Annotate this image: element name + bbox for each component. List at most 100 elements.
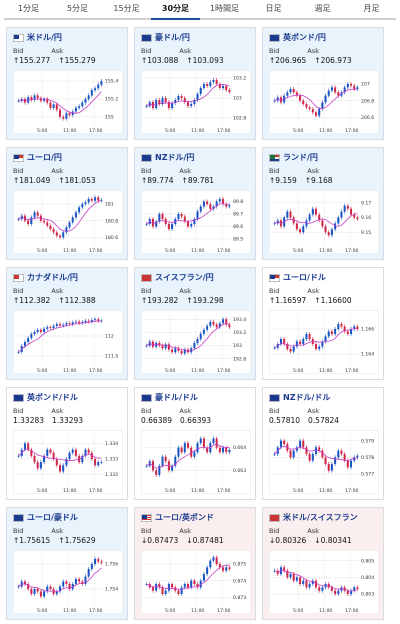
candle-body bbox=[39, 98, 42, 101]
mini-chart[interactable]: 181 180.8 180.6 5:00 11:00 17:00 bbox=[13, 190, 123, 254]
rate-card[interactable]: 豪ドル/円 Bid Ask ↑103.088 ↑103.093 103.2 103 102.8… bbox=[134, 27, 256, 140]
rate-card[interactable]: 英ポンド/ドル Bid Ask 1.33283 1.33293 1.334 1.333 1.3… bbox=[6, 387, 128, 500]
candle-body bbox=[84, 99, 87, 103]
mini-chart[interactable]: 0.664 0.663 5:00 11:00 17:00 bbox=[141, 430, 251, 494]
mini-chart[interactable]: 89.8 89.7 89.6 89.5 5:00 11:00 17:00 bbox=[141, 190, 251, 254]
x-tick-label: 11:00 bbox=[191, 488, 204, 494]
ask-label: Ask bbox=[307, 47, 320, 55]
candle-body bbox=[302, 226, 305, 233]
rate-card[interactable]: ユーロ/円 Bid Ask ↑181.049 ↑181.053 181 180.8 180.6… bbox=[6, 147, 128, 260]
candle-body bbox=[23, 342, 26, 346]
x-tick-label: 11:00 bbox=[191, 608, 204, 614]
x-tick-label: 17:00 bbox=[345, 248, 358, 254]
candle-body bbox=[97, 319, 100, 321]
candle-body bbox=[68, 323, 71, 324]
candle-body bbox=[273, 454, 276, 455]
rate-card[interactable]: ユーロ/英ポンド Bid Ask ↓0.87473 ↓0.87481 0.875 0.874… bbox=[134, 507, 256, 620]
rate-card[interactable]: NZドル/円 Bid Ask ↑89.774 ↑89.781 89.8 89.7 89.6 89… bbox=[134, 147, 256, 260]
pair-name[interactable]: ユーロ/ドル bbox=[283, 273, 326, 282]
candle-body bbox=[158, 214, 161, 222]
mini-chart[interactable]: 155.4 155.2 155 5:00 11:00 17:00 bbox=[13, 70, 123, 134]
pair-name[interactable]: ユーロ/円 bbox=[27, 153, 62, 162]
rate-card[interactable]: カナダドル/円 Bid Ask ↑112.382 ↑112.388 112 111.5 5:0… bbox=[6, 267, 128, 380]
candle-body bbox=[180, 350, 183, 354]
mini-chart[interactable]: 1.166 1.164 5:00 11:00 17:00 bbox=[269, 310, 379, 374]
pair-name[interactable]: NZドル/円 bbox=[155, 153, 195, 162]
rate-card[interactable]: スイスフラン/円 Bid Ask ↑193.282 ↑193.298 193.4 193.2… bbox=[134, 267, 256, 380]
pair-name[interactable]: 米ドル/円 bbox=[27, 33, 62, 42]
mini-chart[interactable]: 1.756 1.754 5:00 11:00 17:00 bbox=[13, 550, 123, 614]
tab-4[interactable]: 1時間足 bbox=[209, 4, 240, 13]
pair-name[interactable]: NZドル/ドル bbox=[283, 393, 331, 402]
chart-svg: 103.2 103 102.8 5:00 11:00 17:00 bbox=[141, 70, 251, 134]
tab-5[interactable]: 日足 bbox=[265, 4, 282, 13]
rate-card[interactable]: 米ドル/円 Bid Ask ↑155.277 ↑155.279 155.4 155.2 155… bbox=[6, 27, 128, 140]
flag-icon bbox=[269, 513, 280, 522]
mini-chart[interactable]: 193.4 193.2 193 192.8 5:00 11:00 17:00 bbox=[141, 310, 251, 374]
mini-chart[interactable]: 207 206.8 206.6 5:00 11:00 17:00 bbox=[269, 70, 379, 134]
rate-card[interactable]: ランド/円 Bid Ask ↑9.159 ↑9.168 9.17 9.16 9.15 5:00 1… bbox=[262, 147, 384, 260]
tab-1[interactable]: 5分足 bbox=[66, 4, 89, 13]
mini-chart[interactable]: 112 111.5 5:00 11:00 17:00 bbox=[13, 310, 123, 374]
candle-body bbox=[199, 333, 202, 339]
tab-0[interactable]: 1分足 bbox=[17, 4, 40, 13]
pair-name[interactable]: 豪ドル/ドル bbox=[155, 393, 198, 402]
pair-name[interactable]: 米ドル/スイスフラン bbox=[283, 513, 358, 522]
rate-card[interactable]: 米ドル/スイスフラン Bid Ask ↓0.80326 ↓0.80341 0.805 0.8… bbox=[262, 507, 384, 620]
tab-6[interactable]: 週足 bbox=[314, 4, 331, 13]
candle-body bbox=[202, 84, 205, 88]
candle-body bbox=[330, 87, 333, 91]
mini-chart[interactable]: 0.579 0.578 0.577 5:00 11:00 17:00 bbox=[269, 430, 379, 494]
rate-card[interactable]: 豪ドル/ドル Bid Ask 0.66389 0.66393 0.664 0.663 5:00… bbox=[134, 387, 256, 500]
rate-card[interactable]: NZドル/ドル Bid Ask 0.57810 0.57824 0.579 0.578 0.5… bbox=[262, 387, 384, 500]
mini-chart[interactable]: 9.17 9.16 9.15 5:00 11:00 17:00 bbox=[269, 190, 379, 254]
candle-body bbox=[180, 587, 183, 594]
candle-body bbox=[30, 449, 33, 456]
candle-body bbox=[327, 232, 330, 236]
moving-average-line bbox=[18, 449, 102, 462]
candle-body bbox=[196, 94, 199, 100]
candle-body bbox=[171, 349, 174, 353]
pair-name[interactable]: カナダドル/円 bbox=[27, 273, 78, 282]
x-tick-label: 5:00 bbox=[293, 248, 303, 254]
candle-body bbox=[330, 587, 333, 591]
candle-body bbox=[193, 452, 196, 457]
candle-body bbox=[58, 235, 62, 238]
candle-body bbox=[321, 450, 324, 458]
candle-body bbox=[202, 574, 205, 581]
pair-name[interactable]: 英ポンド/円 bbox=[283, 33, 326, 42]
tab-3[interactable]: 30分足 bbox=[151, 0, 200, 20]
pair-name[interactable]: ランド/円 bbox=[283, 153, 318, 162]
pair-name[interactable]: スイスフラン/円 bbox=[155, 273, 214, 282]
rate-card[interactable]: ユーロ/ドル Bid Ask ↑1.16597 ↑1.16600 1.166 1.164 5:… bbox=[262, 267, 384, 380]
price-values: 0.66389 0.66393 bbox=[141, 416, 211, 425]
pair-name[interactable]: ユーロ/英ポンド bbox=[155, 513, 214, 522]
candle-body bbox=[292, 346, 295, 352]
pair-name[interactable]: 豪ドル/円 bbox=[155, 33, 190, 42]
candle-body bbox=[321, 587, 324, 591]
chart-svg: 0.664 0.663 5:00 11:00 17:00 bbox=[141, 430, 251, 494]
bid-label: Bid bbox=[13, 287, 24, 295]
mini-chart[interactable]: 0.875 0.874 0.873 5:00 11:00 17:00 bbox=[141, 550, 251, 614]
moving-average-line bbox=[146, 203, 230, 225]
tab-7[interactable]: 月足 bbox=[363, 4, 380, 13]
pair-name[interactable]: ユーロ/豪ドル bbox=[27, 513, 78, 522]
rate-card[interactable]: ユーロ/豪ドル Bid Ask ↑1.75615 ↑1.75629 1.756 1.754 5… bbox=[6, 507, 128, 620]
tab-2[interactable]: 15分足 bbox=[113, 4, 140, 13]
pair-name[interactable]: 英ポンド/ドル bbox=[27, 393, 78, 402]
price-labels: Bid Ask bbox=[141, 287, 191, 295]
y-tick-label: 0.664 bbox=[233, 445, 246, 451]
mini-chart[interactable]: 1.334 1.333 1.332 5:00 11:00 17:00 bbox=[13, 430, 123, 494]
mini-chart[interactable]: 0.805 0.804 0.803 5:00 11:00 17:00 bbox=[269, 550, 379, 614]
y-tick-label: 181 bbox=[105, 202, 114, 208]
ask-label: Ask bbox=[179, 167, 192, 175]
candle-body bbox=[55, 459, 58, 466]
candle-body bbox=[283, 440, 286, 444]
moving-average-line bbox=[146, 443, 230, 469]
candle-body bbox=[305, 220, 308, 227]
bid-label: Bid bbox=[13, 527, 24, 535]
rate-card[interactable]: 英ポンド/円 Bid Ask ↑206.965 ↑206.973 207 206.8 206.… bbox=[262, 27, 384, 140]
candle-body bbox=[299, 440, 302, 448]
mini-chart[interactable]: 103.2 103 102.8 5:00 11:00 17:00 bbox=[141, 70, 251, 134]
candle-body bbox=[71, 217, 74, 223]
